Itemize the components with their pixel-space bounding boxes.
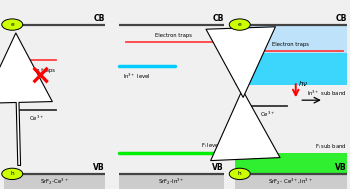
Circle shape [2, 19, 23, 30]
Text: h: h [10, 171, 14, 176]
Circle shape [229, 19, 250, 30]
Text: Electron traps: Electron traps [18, 68, 55, 73]
Text: ×: × [29, 62, 52, 90]
Text: Ce$^{3+}$: Ce$^{3+}$ [260, 110, 275, 119]
Circle shape [229, 168, 250, 180]
Text: CB: CB [213, 14, 224, 23]
Text: In$^{3+}$ sub band: In$^{3+}$ sub band [307, 89, 346, 98]
Circle shape [2, 168, 23, 180]
Text: e: e [238, 22, 242, 27]
Text: Electron traps: Electron traps [155, 33, 192, 38]
Text: SrF$_2$-Ce$^{3+}$: SrF$_2$-Ce$^{3+}$ [40, 177, 69, 187]
Text: e: e [10, 22, 14, 27]
Text: Ce$^{3+}$: Ce$^{3+}$ [29, 113, 44, 123]
Text: F$_i$ sub band: F$_i$ sub band [315, 142, 346, 151]
Bar [234, 174, 346, 189]
Text: h: h [238, 171, 242, 176]
Text: SrF$_2$- Ce$^{3+}$,In$^{3+}$: SrF$_2$- Ce$^{3+}$,In$^{3+}$ [268, 177, 313, 187]
Bar [234, 153, 346, 174]
Text: In$^{3+}$ level: In$^{3+}$ level [122, 72, 150, 81]
Text: SrF$_2$-In$^{3+}$: SrF$_2$-In$^{3+}$ [158, 177, 185, 187]
Text: CB: CB [94, 14, 105, 23]
Text: VB: VB [212, 163, 224, 172]
Text: VB: VB [335, 163, 346, 172]
Bar [4, 174, 105, 189]
Bar [234, 25, 346, 53]
Text: $h\nu$: $h\nu$ [298, 79, 308, 88]
Text: Electron traps: Electron traps [272, 42, 309, 47]
Text: VB: VB [93, 163, 105, 172]
Text: CB: CB [335, 14, 346, 23]
Text: F$_i$ level: F$_i$ level [201, 141, 220, 150]
Bar [119, 174, 224, 189]
Bar [234, 53, 346, 85]
